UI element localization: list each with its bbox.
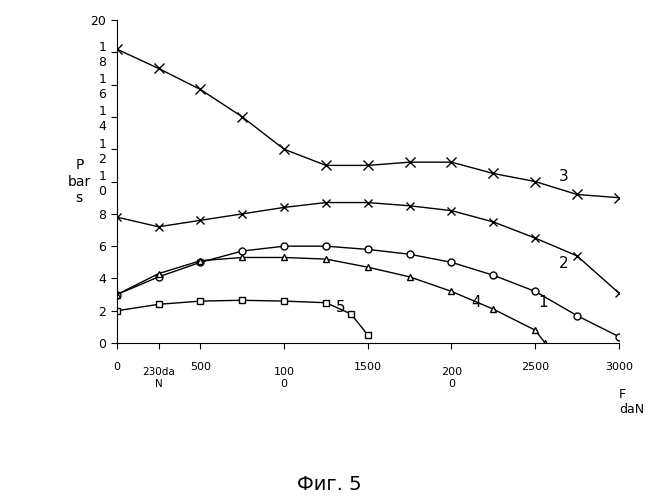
Text: 1500: 1500 [354,362,382,372]
Text: 100
0: 100 0 [273,368,295,389]
Text: 230da
N: 230da N [142,368,175,389]
Text: 2: 2 [559,256,568,272]
Text: 2500: 2500 [521,362,549,372]
Text: 500: 500 [190,362,211,372]
Text: 3: 3 [559,169,568,184]
Text: 5: 5 [336,300,345,315]
Text: 3000: 3000 [605,362,633,372]
Text: 1: 1 [538,295,548,310]
Y-axis label: P
bar
s: P bar s [68,158,91,205]
Text: 0: 0 [113,362,120,372]
Text: F
daN: F daN [619,388,644,416]
Text: 4: 4 [472,295,481,310]
Text: 200
0: 200 0 [441,368,462,389]
Text: Фиг. 5: Фиг. 5 [297,475,362,494]
